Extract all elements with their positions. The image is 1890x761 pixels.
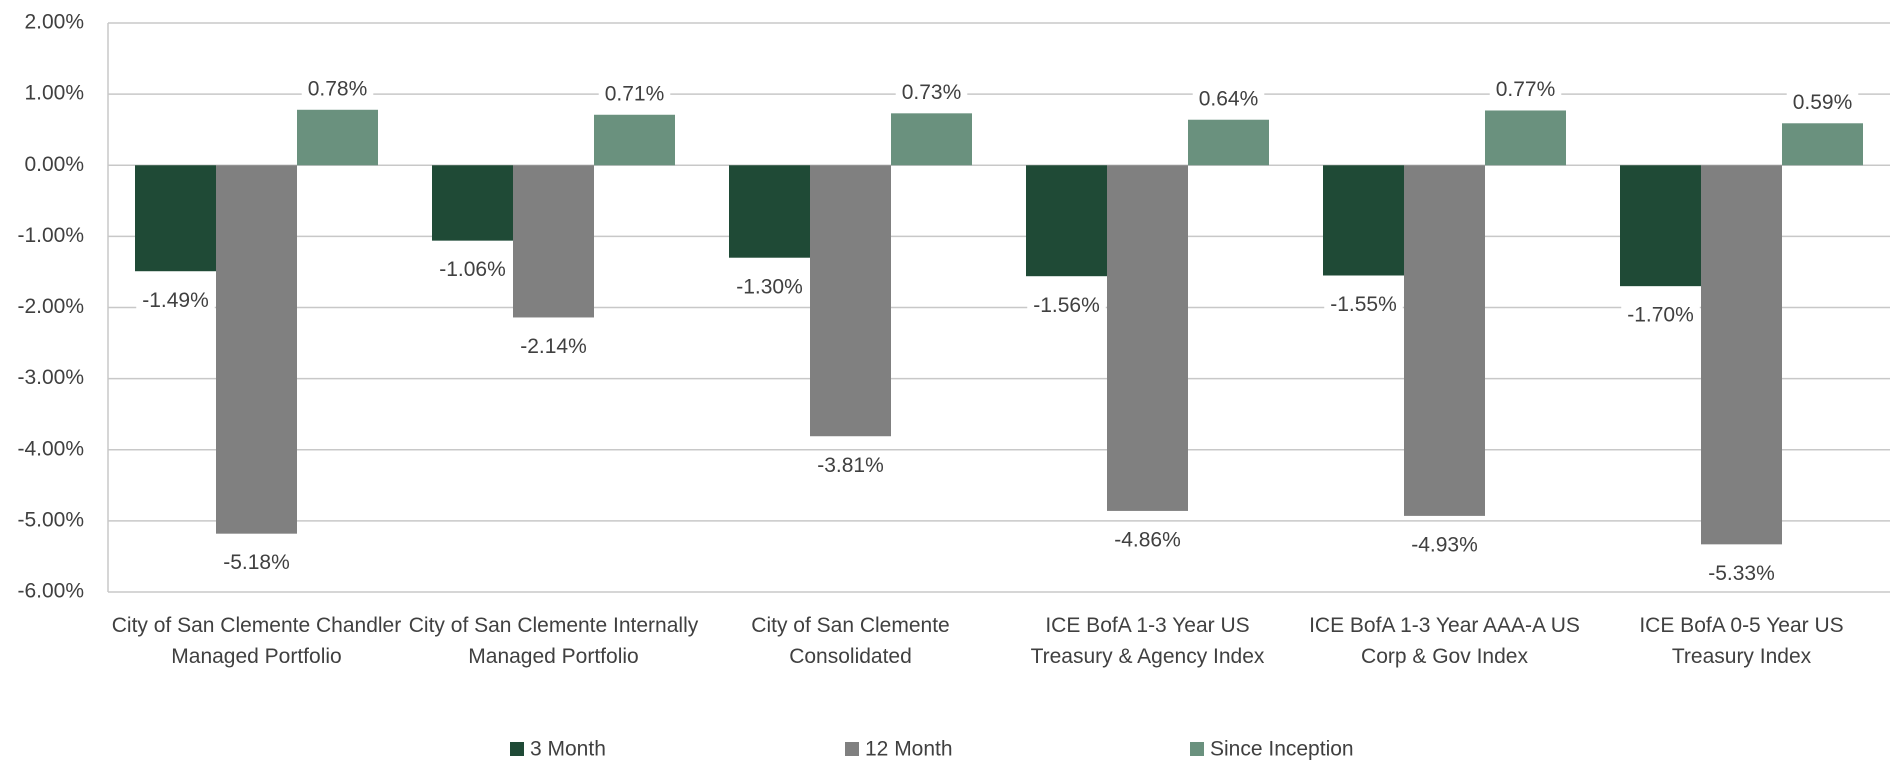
- data-label: -1.06%: [439, 258, 506, 281]
- data-label: -3.81%: [817, 454, 884, 477]
- label-bg: [301, 75, 374, 103]
- bar: [1485, 110, 1566, 166]
- y-tick-label: -1.00%: [17, 224, 84, 247]
- y-tick-label: 1.00%: [24, 82, 84, 105]
- x-tick-label: City of San Clemente Internally Managed …: [408, 614, 699, 668]
- label-bg: [217, 549, 296, 577]
- bar: [1782, 123, 1863, 166]
- bar: [135, 165, 216, 272]
- y-tick-label: -5.00%: [17, 508, 84, 531]
- bar: [297, 109, 378, 166]
- legend-label: 12 Month: [865, 738, 953, 761]
- x-tick-label: City of San Clemente Consolidated: [751, 614, 950, 668]
- legend-swatch: [510, 742, 524, 756]
- bar: [216, 165, 297, 534]
- y-tick-label: -4.00%: [17, 437, 84, 460]
- bar: [1107, 165, 1188, 511]
- label-bg: [1027, 291, 1106, 319]
- data-label: 0.77%: [1496, 78, 1556, 101]
- bar: [1701, 165, 1782, 545]
- x-tick-label: ICE BofA 1-3 Year AAA-A US Corp & Gov In…: [1309, 614, 1580, 668]
- y-tick-label: -3.00%: [17, 366, 84, 389]
- data-label: 0.78%: [308, 77, 368, 100]
- data-label: -4.93%: [1411, 533, 1478, 556]
- data-label: -1.30%: [736, 275, 803, 298]
- x-tick-label: ICE BofA 0-5 Year US Treasury Index: [1639, 614, 1844, 668]
- data-label: -1.70%: [1627, 304, 1694, 327]
- data-label: -4.86%: [1114, 528, 1181, 551]
- label-bg: [1786, 88, 1859, 116]
- label-bg: [136, 286, 215, 314]
- label-bg: [1405, 531, 1484, 559]
- y-tick-label: -2.00%: [17, 295, 84, 318]
- bar: [810, 165, 891, 437]
- data-label: 0.73%: [902, 81, 962, 104]
- y-tick-label: 0.00%: [24, 153, 84, 176]
- label-bg: [1702, 559, 1781, 587]
- bar: [1620, 165, 1701, 287]
- label-bg: [1324, 291, 1403, 319]
- legend-label: Since Inception: [1210, 738, 1354, 761]
- bar: [1404, 165, 1485, 516]
- label-bg: [1192, 85, 1265, 113]
- label-bg: [895, 78, 968, 106]
- y-tick-label: 2.00%: [24, 11, 84, 34]
- bar: [1188, 119, 1269, 166]
- label-bg: [1621, 301, 1700, 329]
- data-label: -2.14%: [520, 335, 587, 358]
- bar: [594, 114, 675, 166]
- data-label: -5.18%: [223, 551, 290, 574]
- x-tick-label: ICE BofA 1-3 Year US Treasury & Agency I…: [1030, 614, 1265, 668]
- label-bg: [730, 273, 809, 301]
- data-label: -1.49%: [142, 289, 209, 312]
- bar: [729, 165, 810, 258]
- bar: [1323, 165, 1404, 276]
- label-bg: [514, 333, 593, 361]
- label-bg: [433, 256, 512, 284]
- label-bg: [598, 80, 671, 108]
- x-tick-label: City of San Clemente Chandler Managed Po…: [111, 614, 402, 668]
- data-label: 0.64%: [1199, 87, 1259, 110]
- legend-label: 3 Month: [530, 738, 606, 761]
- data-label: -5.33%: [1708, 562, 1775, 585]
- y-tick-label: -6.00%: [17, 580, 84, 603]
- label-bg: [1108, 526, 1187, 554]
- data-label: 0.71%: [605, 82, 665, 105]
- legend-swatch: [845, 742, 859, 756]
- label-bg: [1489, 76, 1562, 104]
- data-label: 0.59%: [1793, 91, 1853, 114]
- bar: [432, 165, 513, 241]
- data-label: -1.55%: [1330, 293, 1397, 316]
- bar: [891, 113, 972, 166]
- data-label: -1.56%: [1033, 294, 1100, 317]
- label-bg: [811, 451, 890, 479]
- legend-swatch: [1190, 742, 1204, 756]
- bar: [513, 165, 594, 318]
- bar: [1026, 165, 1107, 277]
